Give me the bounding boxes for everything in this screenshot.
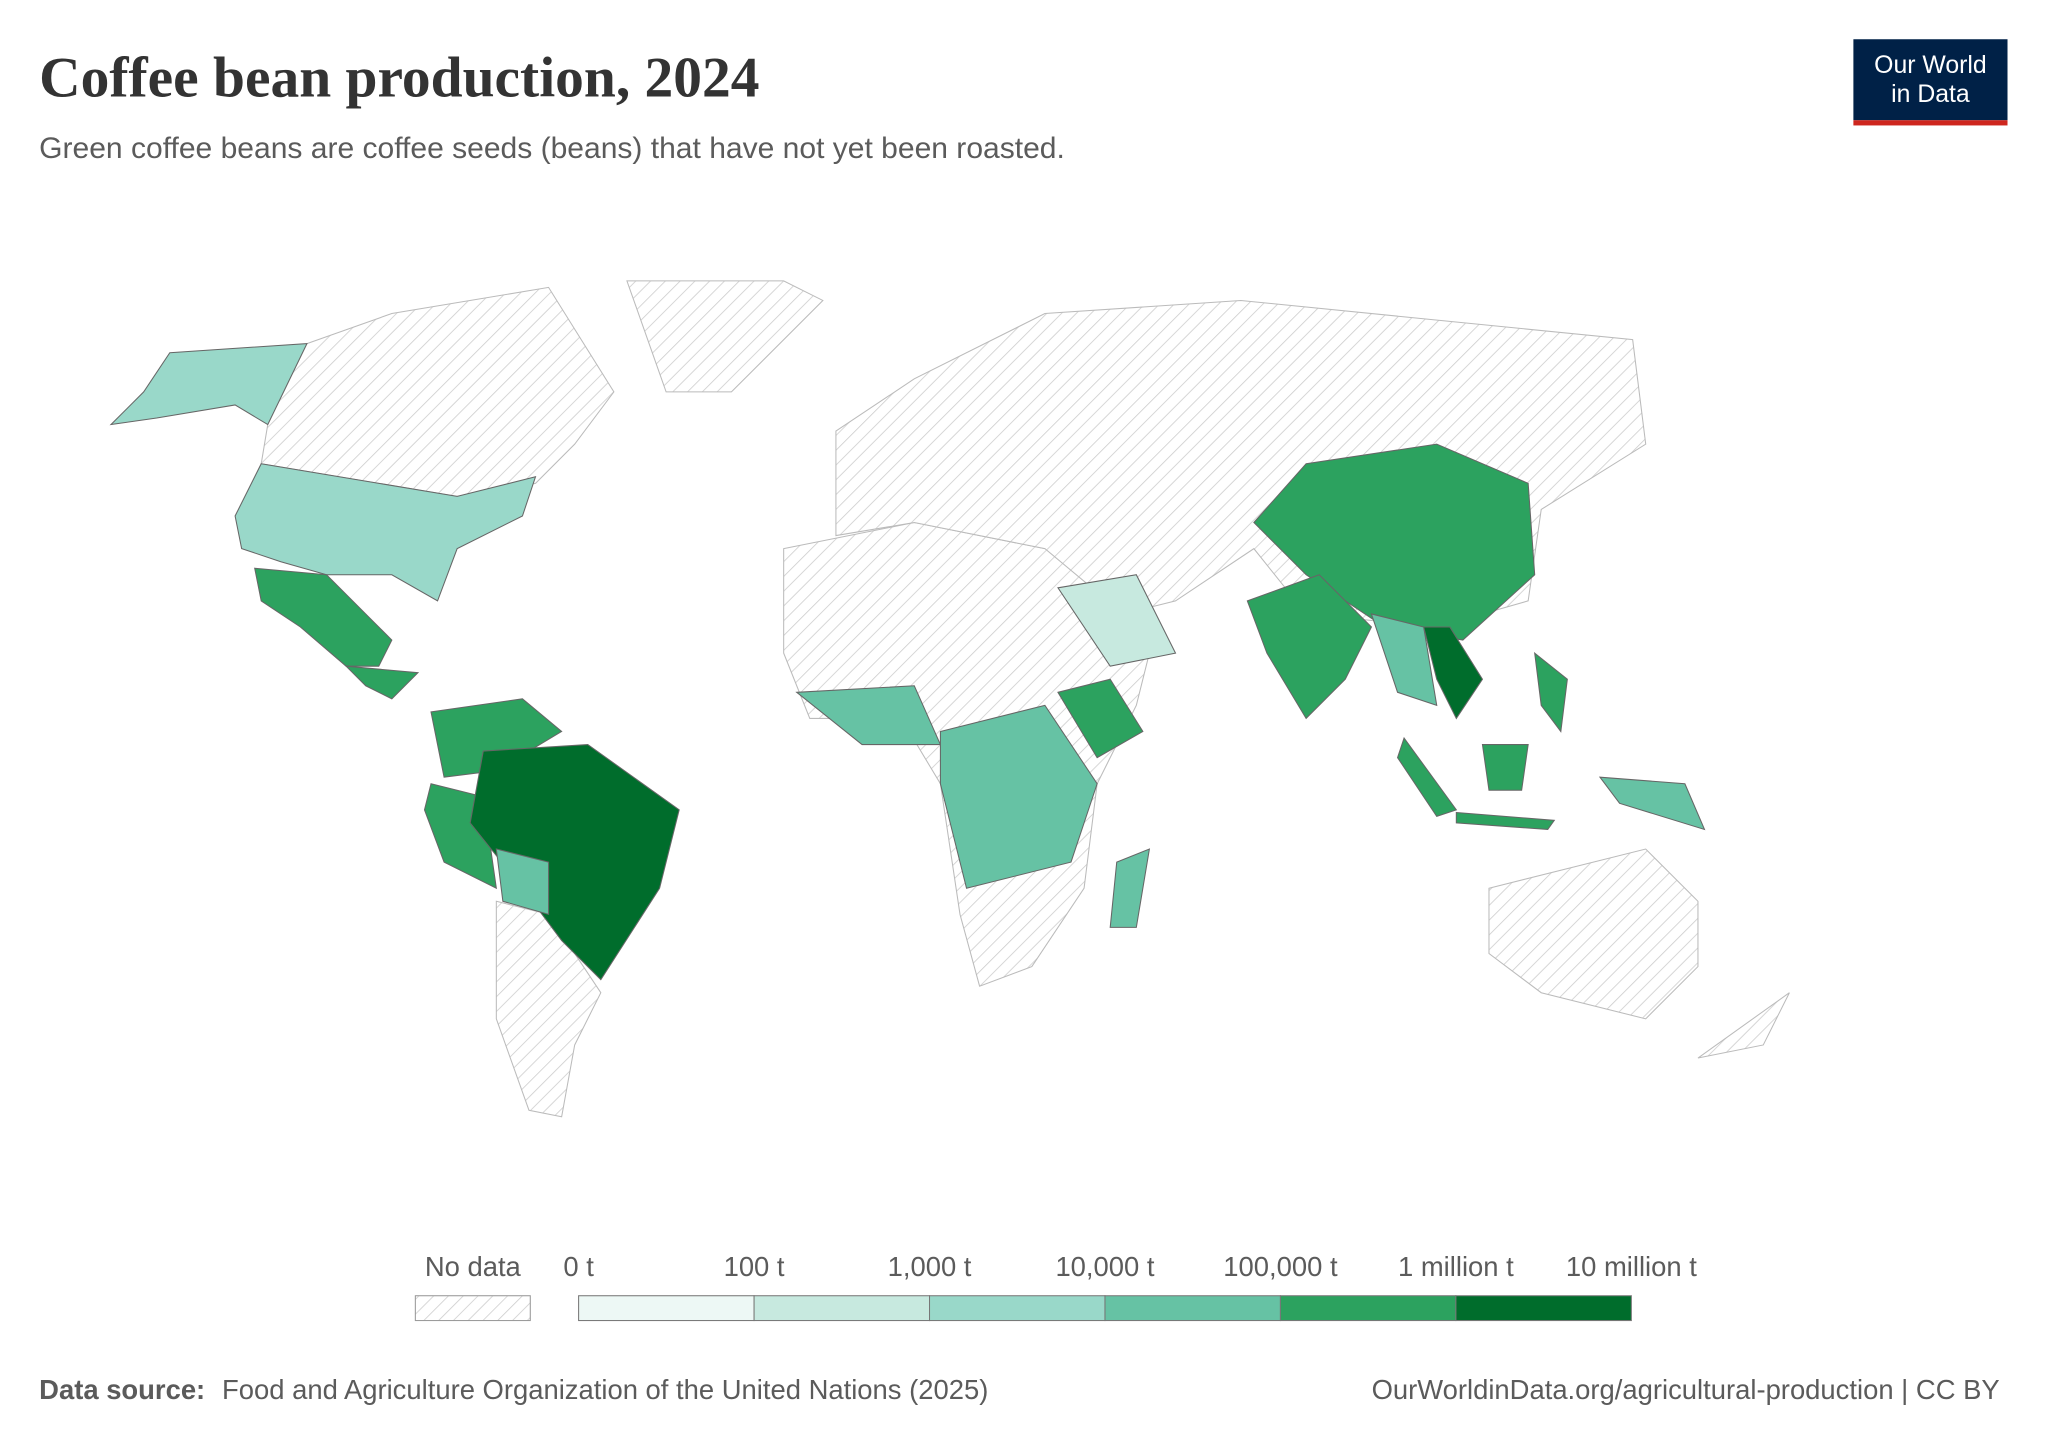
country — [1246, 574, 1373, 720]
country — [1057, 678, 1144, 759]
legend-bin — [1455, 1295, 1632, 1322]
subtitle: Green coffee beans are coffee seeds (bea… — [39, 132, 1065, 165]
logo-text: in Data — [1891, 81, 1970, 108]
country — [1488, 848, 1699, 1020]
legend-bin — [753, 1295, 931, 1322]
legend-tick-label: 1 million t — [1398, 1251, 1514, 1282]
legend-tick-label: 100 t — [724, 1251, 785, 1282]
legend-tick-label: 100,000 t — [1223, 1251, 1338, 1282]
legend-tick-label: 0 t — [563, 1251, 594, 1282]
title: Coffee bean production, 2024 — [39, 47, 759, 110]
country — [939, 704, 1098, 889]
country — [469, 744, 680, 981]
country — [1396, 736, 1458, 818]
country — [1455, 811, 1556, 830]
country — [109, 342, 308, 426]
legend-bin — [1279, 1295, 1457, 1322]
logo: Our World in Data — [1853, 39, 2008, 126]
logo-text: Our World — [1874, 52, 1987, 79]
country — [234, 463, 537, 602]
country — [495, 848, 550, 916]
country — [254, 567, 393, 667]
country — [1598, 776, 1706, 831]
country — [626, 280, 824, 393]
map — [109, 280, 1790, 1118]
country — [260, 286, 615, 497]
legend-label: No data — [425, 1251, 522, 1282]
country — [1370, 613, 1438, 707]
legend: No data 0 t 100 t 1,000 t 10,000 t 100,000 t… — [414, 1251, 1697, 1322]
country — [1481, 744, 1529, 791]
country — [1057, 574, 1177, 667]
legend-swatch — [414, 1295, 531, 1322]
country — [1423, 626, 1484, 720]
logo-bar — [1853, 120, 2008, 126]
source-label: Data source: — [39, 1374, 205, 1405]
legend-bin — [929, 1295, 1106, 1322]
country — [1534, 651, 1568, 733]
country — [1697, 992, 1790, 1059]
legend-tick-label: 10 million t — [1566, 1251, 1697, 1282]
source-url: OurWorldinData.org/agricultural-producti… — [1372, 1374, 2000, 1405]
country — [344, 665, 420, 700]
legend-tick-label: 10,000 t — [1055, 1251, 1154, 1282]
logo-box — [1853, 39, 2008, 121]
legend-bin — [1104, 1295, 1281, 1322]
country — [1109, 848, 1151, 928]
source: Food and Agriculture Organization of the… — [222, 1374, 988, 1405]
legend-bin — [578, 1295, 755, 1322]
legend-tick-label: 1,000 t — [888, 1251, 972, 1282]
